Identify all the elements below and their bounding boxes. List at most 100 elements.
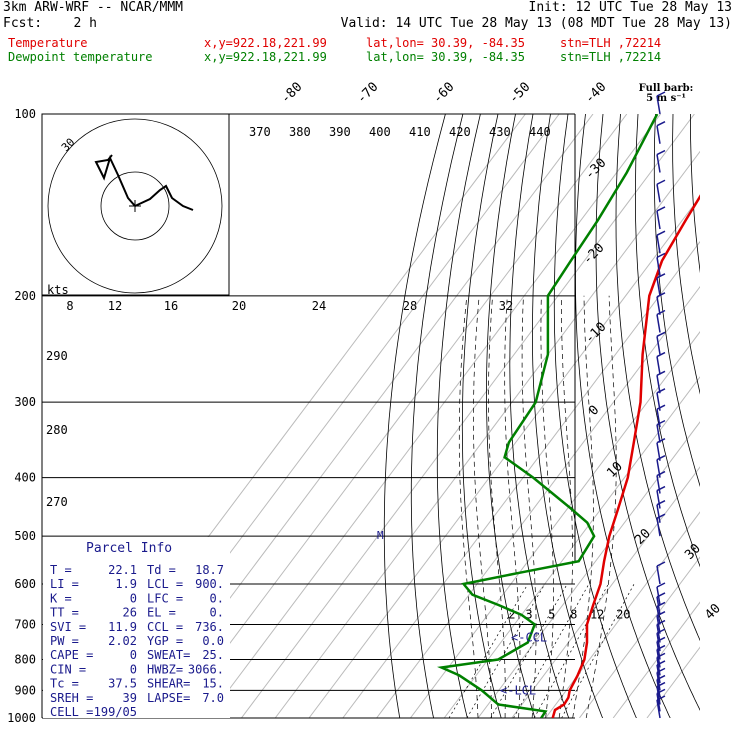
hodograph-units-label: kts	[47, 283, 69, 297]
full-barb-legend: Full barb: 5 m s⁻¹	[636, 84, 696, 104]
moist-adiabat-line	[521, 295, 537, 718]
wind-barb-staff	[656, 699, 661, 719]
pressure-tick-label: 500	[14, 529, 36, 543]
moist-adiabat-line	[540, 295, 554, 718]
hodograph-speed-label: 32	[499, 299, 513, 313]
mixing-ratio-label: 12	[590, 608, 604, 622]
skewed-temperature-label: 10	[604, 459, 626, 481]
hodograph-speed-label: 12	[108, 299, 122, 313]
isotherm-line	[240, 114, 695, 718]
wind-barb-staff	[656, 336, 661, 355]
valid-time: Valid: 14 UTC Tue 28 May 13 (08 MDT Tue …	[340, 16, 732, 31]
dry-adiabat-line	[486, 114, 536, 718]
wind-barb-staff	[656, 296, 661, 315]
temperature-trace	[551, 194, 700, 718]
pressure-tick-label: 600	[14, 577, 36, 591]
parcel-info-key: TT =	[50, 606, 79, 620]
wind-barb-flag	[656, 636, 666, 643]
theta-left-label: 290	[46, 349, 68, 363]
skewed-temperature-label: -10	[582, 320, 609, 347]
mixing-ratio-label: 3	[525, 608, 532, 622]
parcel-info-value: 15.	[202, 677, 224, 691]
parcel-info-key: CELL =	[50, 705, 93, 719]
pressure-tick-label: 800	[14, 652, 36, 666]
wind-barb-flag	[656, 652, 666, 659]
parcel-info-value: 0.	[210, 591, 224, 605]
full-barb-value: 5 m s⁻¹	[646, 93, 686, 104]
wind-barb-flag	[656, 688, 666, 695]
moist-adiabat-line	[585, 295, 617, 718]
parcel-info-key: EL =	[147, 606, 176, 620]
theta-label: 420	[449, 125, 471, 139]
skewed-temperature-label: -40	[582, 80, 609, 107]
skewed-temperature-label: 40	[702, 601, 724, 623]
skewed-temperature-label: -30	[582, 156, 609, 183]
moist-adiabat-line	[504, 295, 521, 718]
wind-barb-flag	[656, 419, 666, 426]
pressure-tick-label: 1000	[7, 711, 36, 725]
skewed-temperature-label: -80	[278, 80, 305, 107]
mixing-ratio-line	[490, 583, 568, 718]
parcel-info-value: 7.0	[202, 691, 224, 705]
wind-barb-staff	[656, 277, 661, 296]
wind-barb-staff	[656, 672, 661, 691]
moist-adiabat-line	[488, 295, 506, 718]
wind-barb-staff	[656, 679, 661, 698]
wind-barb-flag	[656, 485, 666, 492]
wind-barb-staff	[656, 475, 661, 494]
parcel-info-key: LFC =	[147, 591, 183, 605]
parcel-info-box: Parcel Info T = 22.1 Td = 18.7 LI = 1.9 LCL = 90…	[43, 537, 230, 719]
hodograph-speed-label: 8	[66, 299, 73, 313]
wind-barb-staff	[656, 154, 661, 173]
wind-barb-flag	[656, 91, 666, 97]
skewed-temperature-label: -60	[430, 80, 457, 107]
parcel-info-value: 25.	[202, 648, 224, 662]
theta-label: 440	[529, 125, 551, 139]
pressure-tick-label: 300	[14, 395, 36, 409]
mixing-ratio-label: 2	[508, 608, 515, 622]
full-barb-label: Full barb:	[638, 83, 694, 94]
wind-barb-staff	[656, 375, 661, 394]
wind-barb-staff	[656, 424, 661, 443]
dry-adiabat-line	[690, 114, 700, 274]
theta-label: 400	[369, 125, 391, 139]
wind-barb-staff	[656, 693, 661, 712]
wind-barbs	[656, 91, 666, 719]
parcel-info-value: 1.9	[115, 577, 137, 591]
dry-adiabat-line	[509, 114, 570, 718]
wind-barb-flag	[656, 628, 666, 634]
model-title: 3km ARW-WRF -- NCAR/MMM	[3, 0, 184, 15]
parcel-info-key: SWEAT=	[147, 648, 190, 662]
wind-barb-staff	[656, 686, 661, 705]
wind-barb-staff	[656, 664, 661, 684]
mixing-ratio-line	[448, 583, 529, 718]
wind-barb-flag	[656, 121, 666, 127]
parcel-info-key: K =	[50, 591, 72, 605]
dry-adiabat-line	[653, 114, 700, 487]
parcel-info-value: 199/05	[94, 705, 137, 719]
level-marker: <-CCL	[511, 631, 547, 645]
hodograph-speed-label: 24	[312, 299, 326, 313]
wind-barb-flag	[656, 454, 666, 461]
parcel-info-key: LCL =	[147, 577, 183, 591]
dewpoint-trace	[437, 114, 659, 718]
wind-barb-flag	[656, 470, 666, 477]
hodograph-outer-ring	[47, 118, 223, 294]
pressure-tick-label: 200	[14, 289, 36, 303]
mixing-ratio-line	[466, 583, 546, 718]
skewed-temperature-label: 0	[586, 403, 602, 419]
wind-barb-staff	[656, 210, 661, 230]
hodograph-speed-label: 20	[232, 299, 246, 313]
wind-barb-staff	[656, 95, 661, 115]
dry-adiabat-line	[531, 114, 604, 718]
parcel-info-value: 0	[130, 648, 137, 662]
theta-label: 410	[409, 125, 431, 139]
wind-barb-flag	[656, 667, 666, 674]
wind-barb-staff	[656, 314, 661, 333]
wind-barb-flag	[656, 149, 666, 156]
moist-adiabat-line	[558, 295, 573, 718]
parcel-info-value: 0	[130, 662, 137, 676]
